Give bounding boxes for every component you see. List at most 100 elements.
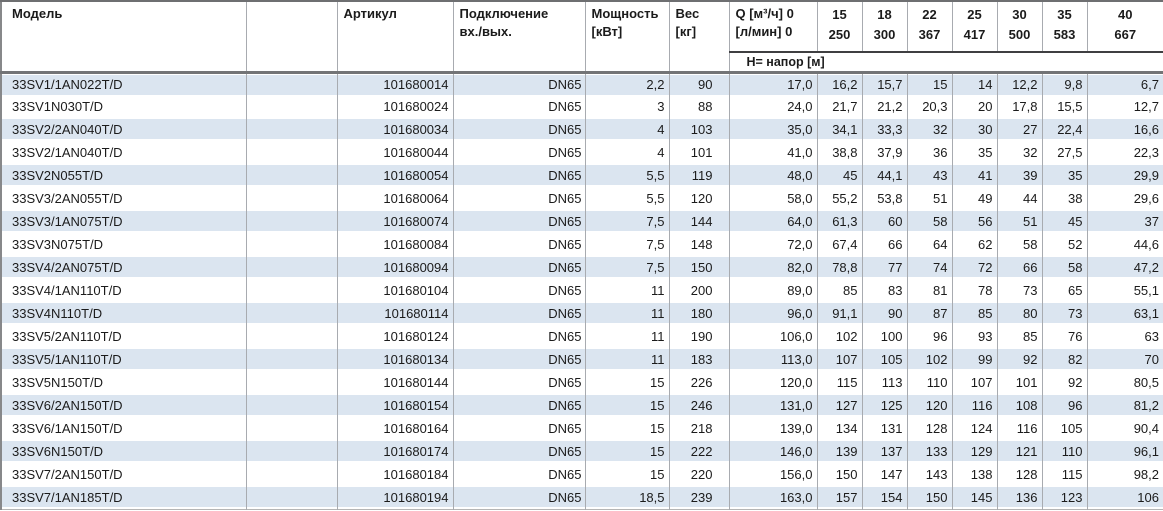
head-q30-cell: 32	[997, 141, 1043, 165]
q-m3h-label: Q [м³/ч] 0	[735, 6, 794, 21]
head-q25-cell: 56	[952, 210, 998, 234]
weight-cell: 88	[669, 95, 730, 119]
head-q0-cell: 96,0	[729, 302, 818, 326]
head-q0-cell: 113,0	[729, 348, 818, 372]
head-q40-cell: 22,3	[1133, 145, 1159, 161]
article-cell: 101680154	[337, 394, 454, 418]
table-row: 33SV4N110T/D 101680114 DN65 11 180 96,0 …	[1, 302, 1163, 326]
article-cell: 101680094	[337, 256, 454, 280]
flow-m3h-value: 35	[1057, 7, 1072, 22]
weight-cell: 144	[669, 210, 730, 234]
table-row: 33SV2/2AN040T/D 101680034 DN65 4 103 35,…	[1, 118, 1163, 142]
head-q25-cell: 14	[952, 72, 998, 96]
head-q25-cell: 93	[952, 325, 998, 349]
table-row: 33SV5N150T/D 101680144 DN65 15 226 120,0…	[1, 371, 1163, 395]
head-q25-cell: 116	[952, 394, 998, 418]
head-q0-cell: 139,0	[729, 417, 818, 441]
head-q22-cell: 150	[907, 486, 953, 510]
table-row: 33SV3/2AN055T/D 101680064 DN65 5,5 120 5…	[1, 187, 1163, 211]
head-q22-cell: 96	[907, 325, 953, 349]
article-cell: 101680184	[337, 463, 454, 487]
col-header-flow-40: 40 667	[1087, 1, 1163, 53]
col-header-weight-line1: Вес	[675, 6, 700, 21]
power-cell: 5,5	[585, 164, 670, 188]
head-q40-cell: 80,5	[1133, 375, 1159, 391]
head-q30-cell: 44	[997, 187, 1043, 211]
head-q0-cell: 17,0	[729, 72, 818, 96]
head-q18-cell: 105	[862, 348, 908, 372]
power-cell: 11	[585, 279, 670, 303]
head-q30-cell: 80	[997, 302, 1043, 326]
article-cell: 101680034	[337, 118, 454, 142]
col-header-flow-15: 15 250	[817, 1, 863, 53]
table-row: 33SV6N150T/D 101680174 DN65 15 222 146,0…	[1, 440, 1163, 464]
col-header-flow-18: 18 300	[862, 1, 908, 53]
head-q30-cell: 27	[997, 118, 1043, 142]
table-row: 33SV2N055T/D 101680054 DN65 5,5 119 48,0…	[1, 164, 1163, 188]
head-q0-cell: 146,0	[729, 440, 818, 464]
weight-cell: 180	[669, 302, 730, 326]
spacer-cell	[246, 302, 338, 326]
head-q35-cell: 76	[1042, 325, 1088, 349]
spacer-cell	[246, 187, 338, 211]
head-q15-cell: 107	[817, 348, 863, 372]
spacer-cell	[246, 210, 338, 234]
head-q15-cell: 115	[817, 371, 863, 395]
head-q15-cell: 67,4	[817, 233, 863, 257]
head-q22-cell: 51	[907, 187, 953, 211]
head-q25-cell: 41	[952, 164, 998, 188]
head-q30-cell: 12,2	[997, 72, 1043, 96]
head-q0-cell: 163,0	[729, 486, 818, 510]
flow-lmin-value: 417	[963, 26, 986, 42]
table-row: 33SV5/1AN110T/D 101680134 DN65 11 183 11…	[1, 348, 1163, 372]
head-q35-cell: 110	[1042, 440, 1088, 464]
spacer-cell	[246, 95, 338, 119]
head-q15-cell: 34,1	[817, 118, 863, 142]
connection-cell: DN65	[453, 187, 586, 211]
model-cell: 33SV4N110T/D	[1, 302, 247, 326]
power-cell: 11	[585, 302, 670, 326]
head-q0-cell: 41,0	[729, 141, 818, 165]
head-q18-cell: 154	[862, 486, 908, 510]
head-q0-cell: 120,0	[729, 371, 818, 395]
connection-cell: DN65	[453, 440, 586, 464]
col-header-power-line1: Мощность	[591, 6, 659, 21]
head-q18-cell: 83	[862, 279, 908, 303]
head-q15-cell: 21,7	[817, 95, 863, 119]
head-q0-cell: 64,0	[729, 210, 818, 234]
weight-cell: 119	[669, 164, 730, 188]
model-cell: 33SV6/1AN150T/D	[1, 417, 247, 441]
model-cell: 33SV3/2AN055T/D	[1, 187, 247, 211]
head-q18-cell: 66	[862, 233, 908, 257]
spacer-cell	[246, 440, 338, 464]
connection-cell: DN65	[453, 279, 586, 303]
connection-cell: DN65	[453, 164, 586, 188]
weight-cell: 120	[669, 187, 730, 211]
head-q18-cell: 60	[862, 210, 908, 234]
head-q22-cell: 74	[907, 256, 953, 280]
col-header-flow-30: 30 500	[997, 1, 1043, 53]
head-q25-cell: 99	[952, 348, 998, 372]
table-row: 33SV4/2AN075T/D 101680094 DN65 7,5 150 8…	[1, 256, 1163, 280]
head-q22-cell: 128	[907, 417, 953, 441]
col-header-flow-22: 22 367	[907, 1, 953, 53]
head-q40-cell: 106	[1087, 486, 1163, 510]
power-cell: 7,5	[585, 233, 670, 257]
head-q15-cell: 38,8	[817, 141, 863, 165]
article-cell: 101680074	[337, 210, 454, 234]
head-q35-cell: 15,5	[1042, 95, 1088, 119]
head-q35-cell: 58	[1042, 256, 1088, 280]
spacer-cell	[246, 256, 338, 280]
head-q40-cell: 37	[1087, 210, 1163, 234]
head-q25-cell: 35	[952, 141, 998, 165]
connection-cell: DN65	[453, 302, 586, 326]
power-cell: 11	[585, 348, 670, 372]
head-q25-cell: 49	[952, 187, 998, 211]
connection-cell: DN65	[453, 325, 586, 349]
head-q18-cell: 137	[862, 440, 908, 464]
col-header-connection-line2: вх./вых.	[459, 23, 512, 39]
head-q22-cell: 110	[907, 371, 953, 395]
head-q30-cell: 101	[997, 371, 1043, 395]
power-cell: 3	[585, 95, 670, 119]
article-cell: 101680144	[337, 371, 454, 395]
